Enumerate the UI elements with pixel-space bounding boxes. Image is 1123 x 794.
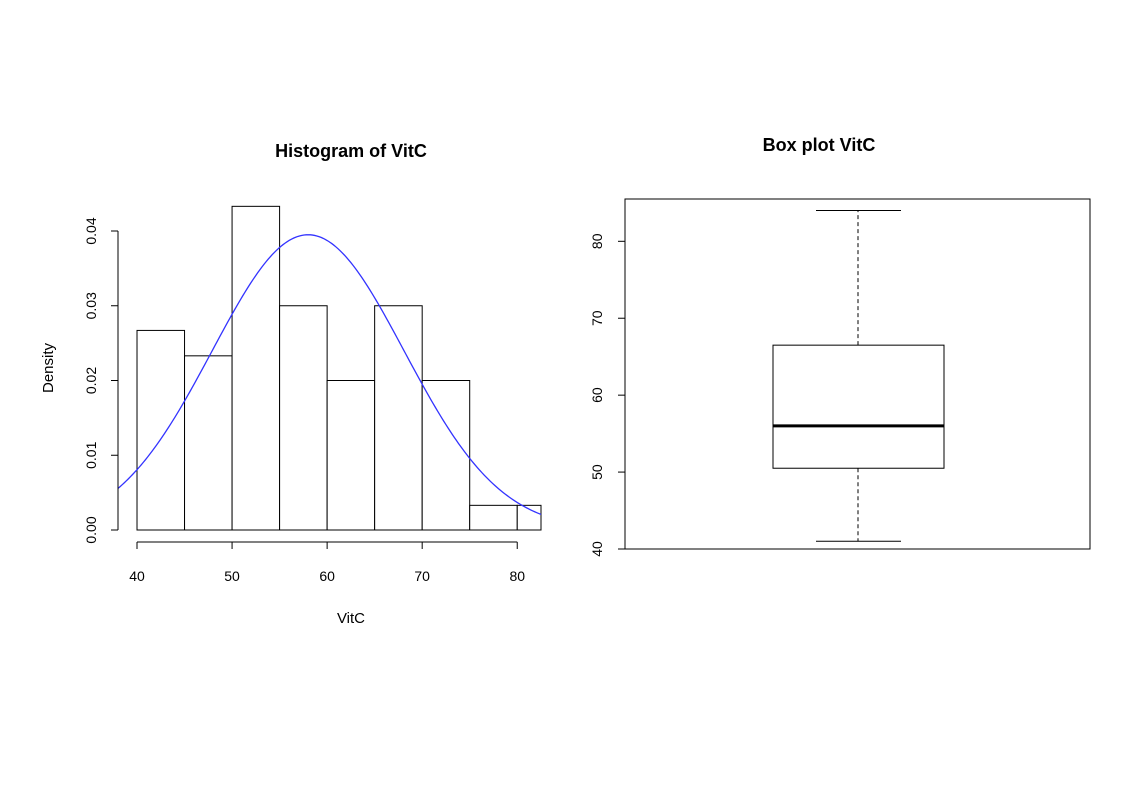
histogram-bar [326, 380, 376, 531]
y-tick-label: 0.03 [83, 292, 99, 319]
histogram-bars [136, 205, 542, 531]
boxplot-title: Box plot VitC [763, 135, 876, 155]
y-tick-label: 0.04 [83, 217, 99, 244]
y-tick-label: 0.00 [83, 516, 99, 543]
histogram-y-axis: 0.00 0.01 0.02 0.03 0.04 [83, 217, 119, 544]
histogram-bar [279, 305, 328, 531]
x-tick-label: 60 [319, 568, 335, 584]
histogram-x-axis: 40 50 60 70 80 [129, 541, 525, 584]
y-tick-label: 60 [589, 387, 605, 403]
y-tick-label: 40 [589, 541, 605, 557]
x-tick-label: 80 [509, 568, 525, 584]
histogram-bar [469, 504, 518, 531]
y-tick-label: 70 [589, 310, 605, 326]
interquartile-box [772, 344, 945, 469]
y-tick-label: 80 [589, 233, 605, 249]
histogram-x-label: VitC [337, 610, 365, 627]
histogram-bar [421, 380, 471, 531]
x-tick-label: 40 [129, 568, 145, 584]
y-tick-label: 50 [589, 464, 605, 480]
histogram-bar [374, 305, 423, 531]
x-tick-label: 50 [224, 568, 240, 584]
histogram-bar [231, 205, 281, 531]
normal-density-curve [117, 234, 542, 516]
boxplot-marks [772, 210, 945, 542]
boxplot-y-axis: 40 50 60 70 80 [589, 233, 626, 557]
y-tick-label: 0.01 [83, 441, 99, 468]
histogram-panel: Histogram of VitC 40 50 60 70 80 0.000.010.0… [40, 141, 542, 627]
histogram-bar [136, 329, 186, 531]
x-tick-label: 70 [414, 568, 430, 584]
y-tick-label: 0.02 [83, 367, 99, 394]
histogram-title: Histogram of VitC [275, 141, 427, 161]
boxplot-panel: Box plot VitC 40 50 60 70 80 [589, 135, 1091, 557]
histogram-bar [184, 355, 233, 531]
histogram-y-label: Density [40, 342, 57, 393]
